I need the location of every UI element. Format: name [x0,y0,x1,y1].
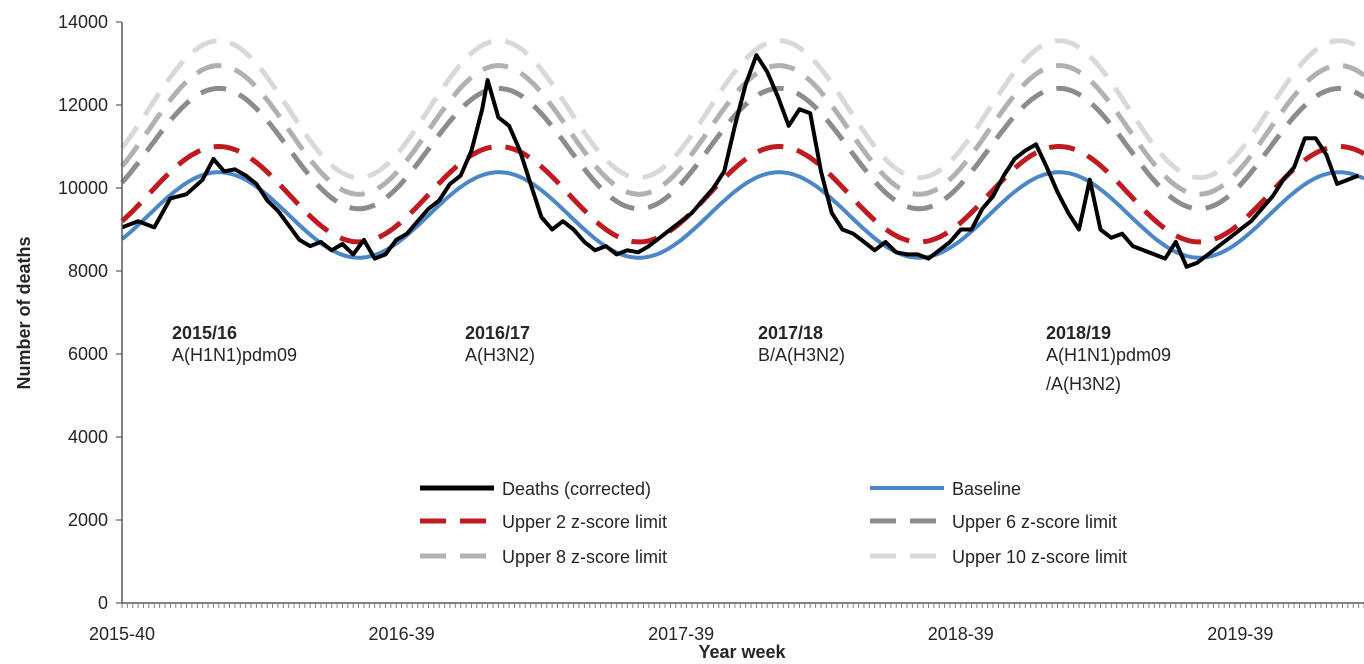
season-annotations: 2015/16 A(H1N1)pdm09 2016/17 A(H3N2) 201… [172,323,1171,394]
season-strain: B/A(H3N2) [758,345,845,365]
season-strain: A(H1N1)pdm09 [1046,345,1171,365]
x-axis-title: Year week [698,642,786,662]
y-tick-label: 0 [98,593,108,613]
y-tick-label: 12000 [58,95,108,115]
x-tick-label: 2015-40 [89,624,155,644]
legend-item: Deaths (corrected) [420,479,651,499]
y-tick-label: 4000 [68,427,108,447]
series-line-upper-6-z-score-limit [120,85,1364,212]
legend-label: Deaths (corrected) [502,479,651,499]
season-label: 2017/18 [758,323,823,343]
y-tick-label: 2000 [68,510,108,530]
legend: Deaths (corrected) Baseline Upper 2 z-sc… [420,479,1127,567]
season-strain: A(H3N2) [465,345,535,365]
season-label: 2018/19 [1046,323,1111,343]
series-line-upper-8-z-score-limit [120,63,1364,197]
y-tick-label: 6000 [68,344,108,364]
y-tick-label: 8000 [68,261,108,281]
legend-item: Upper 8 z-score limit [420,547,667,567]
axes [121,22,1364,604]
tick-labels: 0 2000 4000 6000 8000 10000 12000 14000 2015-40 2… [58,12,1273,644]
season-label: 2015/16 [172,323,237,343]
x-tick-label: 2017-39 [648,624,714,644]
series-lines [120,38,1364,269]
legend-item: Upper 6 z-score limit [870,512,1117,532]
legend-label: Upper 10 z-score limit [952,547,1127,567]
legend-item: Upper 10 z-score limit [870,547,1127,567]
legend-label: Upper 8 z-score limit [502,547,667,567]
y-axis-title: Number of deaths [14,236,34,389]
x-tick-label: 2016-39 [369,624,435,644]
season-label: 2016/17 [465,323,530,343]
x-tick-label: 2018-39 [928,624,994,644]
season-strain: A(H1N1)pdm09 [172,345,297,365]
legend-item: Baseline [870,479,1021,499]
x-tick-label: 2019-39 [1207,624,1273,644]
legend-label: Upper 6 z-score limit [952,512,1117,532]
series-line-upper-2-z-score-limit [120,143,1364,245]
axis-ticks [116,21,1364,608]
legend-label: Baseline [952,479,1021,499]
series-line-deaths-corrected [121,53,1360,269]
y-tick-label: 10000 [58,178,108,198]
season-strain: /A(H3N2) [1046,374,1121,394]
y-tick-label: 14000 [58,12,108,32]
legend-item: Upper 2 z-score limit [420,512,667,532]
legend-label: Upper 2 z-score limit [502,512,667,532]
